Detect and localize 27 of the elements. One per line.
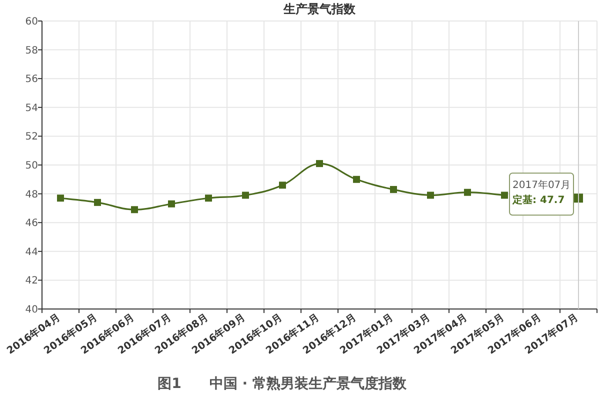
y-tick-label: 44 <box>25 246 38 258</box>
point <box>57 194 64 202</box>
y-tick-label: 52 <box>25 132 38 143</box>
point <box>279 182 286 189</box>
y-tick-label: 42 <box>25 276 38 287</box>
chart-title: 生产景气指数 <box>282 2 356 16</box>
y-tick-label: 58 <box>25 45 38 56</box>
y-tick-label: 40 <box>25 304 38 316</box>
y-tick-label: 56 <box>25 74 38 86</box>
point <box>205 194 212 202</box>
point <box>501 192 508 199</box>
point <box>427 192 434 199</box>
point <box>94 198 101 206</box>
point <box>131 206 138 214</box>
y-tick-label: 60 <box>25 16 38 28</box>
point <box>353 176 360 183</box>
y-tick-label: 46 <box>25 218 38 230</box>
caption: 图1 中国 · 常熟男装生产景气度指数 <box>158 375 408 392</box>
point <box>390 186 397 193</box>
y-tick-label: 50 <box>25 160 38 172</box>
point <box>168 200 175 208</box>
annotation: 2017年07月定基: 47.7 <box>512 179 571 206</box>
y-tick-label: 54 <box>25 102 38 114</box>
point <box>464 188 471 196</box>
y-tick-label: 48 <box>25 189 38 200</box>
point <box>242 192 249 199</box>
point <box>316 160 323 168</box>
